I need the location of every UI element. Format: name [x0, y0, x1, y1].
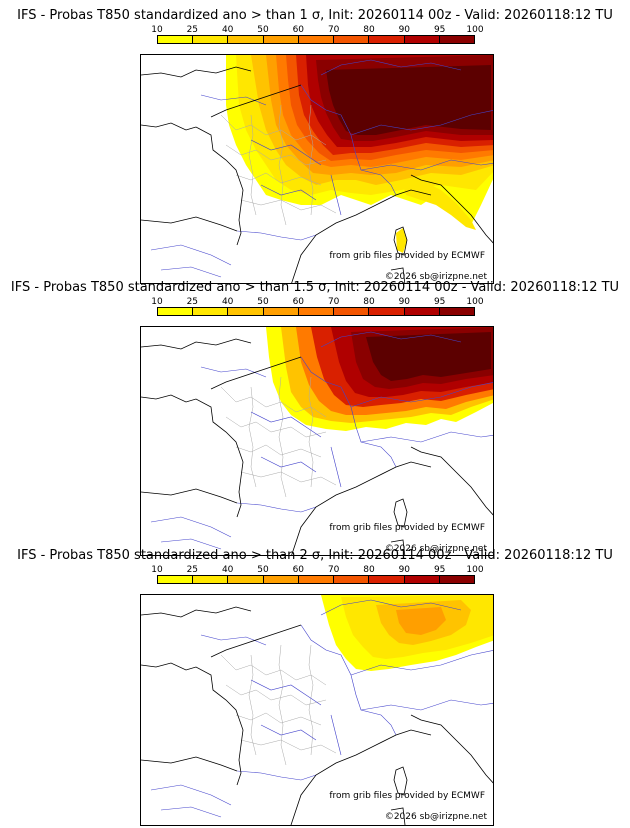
colorbar-swatch [263, 36, 299, 43]
source-credit: from grib files provided by ECMWF [329, 791, 485, 801]
colorbar-swatch [263, 576, 299, 583]
colorbar-swatch [404, 308, 440, 315]
colorbar-swatch [439, 308, 474, 315]
map-panel-2: IFS - Probas T850 standardized ano > tha… [0, 280, 630, 556]
probability-map: from grib files provided by ECMWF ©2026 … [140, 594, 494, 826]
copyright-credit: ©2026 sb@irizpne.net [384, 272, 487, 282]
colorbar-swatch [193, 576, 229, 583]
colorbar-swatch [158, 576, 194, 583]
colorbar-swatch [334, 576, 370, 583]
colorbar-swatch [228, 576, 264, 583]
prob-area-100 [326, 65, 491, 135]
map-panel-1: IFS - Probas T850 standardized ano > tha… [0, 8, 630, 284]
colorbar-tick: 10 [151, 565, 163, 575]
source-credit: from grib files provided by ECMWF [329, 251, 485, 261]
map-canvas [141, 595, 493, 825]
colorbar-swatch [298, 308, 335, 315]
colorbar-tick: 90 [398, 297, 411, 307]
colorbar-tick: 60 [292, 297, 305, 307]
panel-title: IFS - Probas T850 standardized ano > tha… [17, 8, 613, 23]
colorbar-tick: 10 [151, 25, 163, 35]
colorbar-swatch [193, 308, 229, 315]
colorbar-labels: 10 25 40 50 60 70 80 90 95 100 [151, 565, 483, 575]
colorbar-labels: 10 25 40 50 60 70 80 90 95 100 [151, 297, 483, 307]
colorbar-swatch [404, 36, 440, 43]
colorbar-swatch [228, 308, 264, 315]
colorbar-swatch [158, 308, 194, 315]
colorbar-tick: 100 [466, 25, 484, 35]
colorbar-swatch [298, 576, 335, 583]
colorbar-swatch [298, 36, 335, 43]
colorbar-swatch [369, 36, 405, 43]
colorbar-tick: 80 [363, 297, 375, 307]
map-panel-3: IFS - Probas T850 standardized ano > tha… [0, 548, 630, 826]
colorbar-swatch [439, 36, 474, 43]
colorbar-tick: 100 [466, 565, 484, 575]
colorbar [157, 307, 475, 316]
colorbar-swatch [334, 36, 370, 43]
colorbar-tick: 10 [151, 297, 163, 307]
colorbar-tick: 95 [433, 25, 446, 35]
copyright-credit: ©2026 sb@irizpne.net [384, 544, 487, 554]
colorbar-tick: 25 [186, 25, 199, 35]
colorbar [157, 575, 475, 584]
colorbar-tick: 90 [398, 565, 411, 575]
colorbar-tick: 80 [363, 565, 375, 575]
colorbar-tick: 95 [433, 297, 446, 307]
colorbar-tick: 80 [363, 25, 375, 35]
colorbar-swatch [334, 308, 370, 315]
prob-area-100 [366, 332, 491, 381]
colorbar-tick: 25 [186, 565, 199, 575]
colorbar-swatch [228, 36, 264, 43]
colorbar-tick: 70 [327, 565, 340, 575]
colorbar-tick: 40 [221, 565, 234, 575]
colorbar-swatch [158, 36, 194, 43]
map-canvas [141, 55, 493, 283]
colorbar-tick: 50 [257, 297, 269, 307]
probability-map: from grib files provided by ECMWF ©2026 … [140, 326, 494, 556]
colorbar-tick: 70 [327, 25, 340, 35]
colorbar-tick: 100 [466, 297, 484, 307]
prob-area-50 [396, 607, 446, 635]
map-canvas [141, 327, 493, 555]
panel-title: IFS - Probas T850 standardized ano > tha… [17, 548, 613, 563]
colorbar-tick: 90 [398, 25, 411, 35]
colorbar-tick: 95 [433, 565, 446, 575]
source-credit: from grib files provided by ECMWF [329, 523, 485, 533]
probability-map: from grib files provided by ECMWF ©2026 … [140, 54, 494, 284]
copyright-credit: ©2026 sb@irizpne.net [384, 812, 487, 822]
colorbar-swatch [439, 576, 474, 583]
colorbar-tick: 50 [257, 25, 269, 35]
colorbar-swatch [193, 36, 229, 43]
colorbar-swatch [263, 308, 299, 315]
colorbar-tick: 60 [292, 565, 305, 575]
colorbar-swatch [369, 308, 405, 315]
colorbar [157, 35, 475, 44]
colorbar-tick: 40 [221, 25, 234, 35]
colorbar-tick: 40 [221, 297, 234, 307]
panel-title: IFS - Probas T850 standardized ano > tha… [10, 280, 620, 295]
colorbar-tick: 25 [186, 297, 199, 307]
colorbar-tick: 50 [257, 565, 269, 575]
prob-area-corsica [396, 228, 407, 253]
colorbar-labels: 10 25 40 50 60 70 80 90 95 100 [151, 25, 483, 35]
colorbar-tick: 60 [292, 25, 305, 35]
colorbar-tick: 70 [327, 297, 340, 307]
colorbar-swatch [369, 576, 405, 583]
colorbar-swatch [404, 576, 440, 583]
